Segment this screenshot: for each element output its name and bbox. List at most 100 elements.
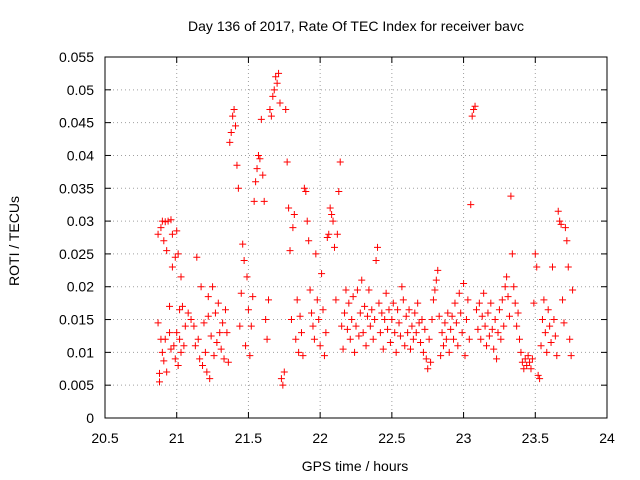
data-point (470, 106, 478, 114)
data-point (178, 302, 186, 310)
data-point (401, 342, 409, 350)
data-point (422, 355, 430, 363)
data-point (488, 325, 496, 333)
data-point (490, 345, 498, 353)
data-point (250, 197, 258, 205)
data-point (474, 325, 482, 333)
x-tick-label: 21.5 (235, 430, 262, 446)
data-point (417, 339, 425, 347)
data-point (480, 289, 488, 297)
data-point (273, 79, 281, 87)
data-point (303, 217, 311, 225)
data-point (343, 325, 351, 333)
x-tick-label: 23.5 (522, 430, 549, 446)
data-point (369, 335, 377, 343)
data-point (160, 357, 168, 365)
data-point (254, 151, 262, 159)
data-point (161, 335, 169, 343)
data-point (233, 161, 241, 169)
data-point (475, 299, 483, 307)
data-point (246, 352, 254, 360)
data-point (448, 312, 456, 320)
data-point (187, 316, 195, 324)
data-point (219, 319, 227, 327)
data-point (366, 322, 374, 330)
data-point (407, 345, 415, 353)
data-point (346, 335, 354, 343)
data-point (372, 256, 380, 264)
data-point (556, 217, 564, 225)
data-point (174, 361, 182, 369)
data-point (341, 309, 349, 317)
data-point (546, 322, 554, 330)
data-point (409, 335, 417, 343)
data-point (386, 339, 394, 347)
data-point (226, 138, 234, 146)
data-point (458, 329, 466, 337)
data-point (429, 296, 437, 304)
data-point (194, 335, 202, 343)
data-point (464, 296, 472, 304)
data-point (300, 184, 308, 192)
data-point (533, 263, 541, 271)
data-point (540, 296, 548, 304)
data-point (353, 286, 361, 294)
data-point (504, 293, 512, 301)
data-point (375, 299, 383, 307)
data-point (295, 348, 303, 356)
data-point (237, 289, 245, 297)
data-point (523, 361, 531, 369)
data-point (266, 106, 274, 114)
data-point (398, 283, 406, 291)
data-point (471, 102, 479, 110)
data-point (526, 358, 534, 366)
data-point (351, 348, 359, 356)
data-point (563, 237, 571, 245)
data-point (396, 332, 404, 340)
data-point (536, 375, 544, 383)
data-point (196, 355, 204, 363)
data-point (315, 316, 323, 324)
data-point (550, 316, 558, 324)
data-point (330, 243, 338, 251)
y-tick-label: 0.005 (59, 377, 94, 393)
data-point (277, 375, 285, 383)
data-point (156, 369, 164, 377)
data-point (411, 309, 419, 317)
data-point (500, 322, 508, 330)
data-point (243, 273, 251, 281)
data-point (177, 348, 185, 356)
data-point (167, 345, 175, 353)
data-point (279, 381, 287, 389)
data-point (399, 296, 407, 304)
data-point (176, 335, 184, 343)
data-point (454, 342, 462, 350)
data-point (450, 335, 458, 343)
y-tick-label: 0.04 (67, 147, 94, 163)
data-point (363, 312, 371, 320)
data-point (391, 329, 399, 337)
data-point (236, 322, 244, 330)
data-point (481, 322, 489, 330)
data-point (485, 332, 493, 340)
data-point (483, 342, 491, 350)
data-point (414, 299, 422, 307)
data-point (163, 247, 171, 255)
data-point (432, 276, 440, 284)
data-point (313, 296, 321, 304)
data-point (465, 335, 473, 343)
data-point (239, 240, 247, 248)
data-point (503, 273, 511, 281)
data-point (447, 325, 455, 333)
data-point (534, 371, 542, 379)
data-point (439, 342, 447, 350)
data-point (437, 352, 445, 360)
data-point (508, 250, 516, 258)
data-point (184, 309, 192, 317)
data-point (560, 319, 568, 327)
data-point (361, 302, 369, 310)
data-point (164, 217, 172, 225)
data-point (302, 188, 310, 196)
data-point (376, 329, 384, 337)
data-point (168, 230, 176, 238)
